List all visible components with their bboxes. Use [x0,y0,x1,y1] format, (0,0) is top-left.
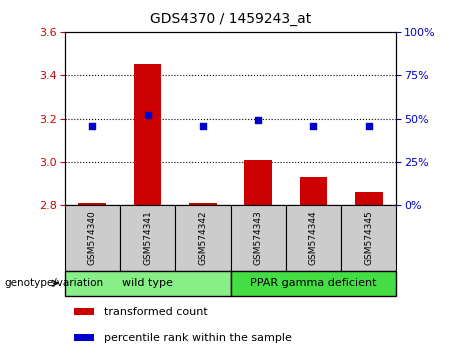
Bar [355,192,383,205]
Text: GSM574345: GSM574345 [364,211,373,265]
Point [254,118,262,123]
Point [144,112,151,118]
Text: GDS4370 / 1459243_at: GDS4370 / 1459243_at [150,12,311,27]
Point [89,123,96,129]
Bar [300,177,327,205]
Text: GSM574343: GSM574343 [254,211,263,265]
Point [199,123,207,129]
Text: wild type: wild type [122,278,173,288]
Text: GSM574340: GSM574340 [88,211,97,265]
Bar [78,203,106,205]
Bar [189,203,217,205]
Bar [120,205,175,271]
Bar [230,271,396,296]
Bar [65,271,230,296]
Bar [75,308,95,315]
Text: genotype/variation: genotype/variation [5,278,104,288]
Text: transformed count: transformed count [104,307,208,317]
Bar [134,64,161,205]
Text: PPAR gamma deficient: PPAR gamma deficient [250,278,377,288]
Bar [230,205,286,271]
Point [310,123,317,129]
Bar [244,160,272,205]
Text: GSM574342: GSM574342 [198,211,207,265]
Point [365,123,372,129]
Bar [75,334,95,341]
Text: percentile rank within the sample: percentile rank within the sample [104,333,292,343]
Bar [175,205,230,271]
Text: GSM574344: GSM574344 [309,211,318,265]
Text: GSM574341: GSM574341 [143,211,152,265]
Bar [65,205,120,271]
Bar [286,205,341,271]
Bar [341,205,396,271]
